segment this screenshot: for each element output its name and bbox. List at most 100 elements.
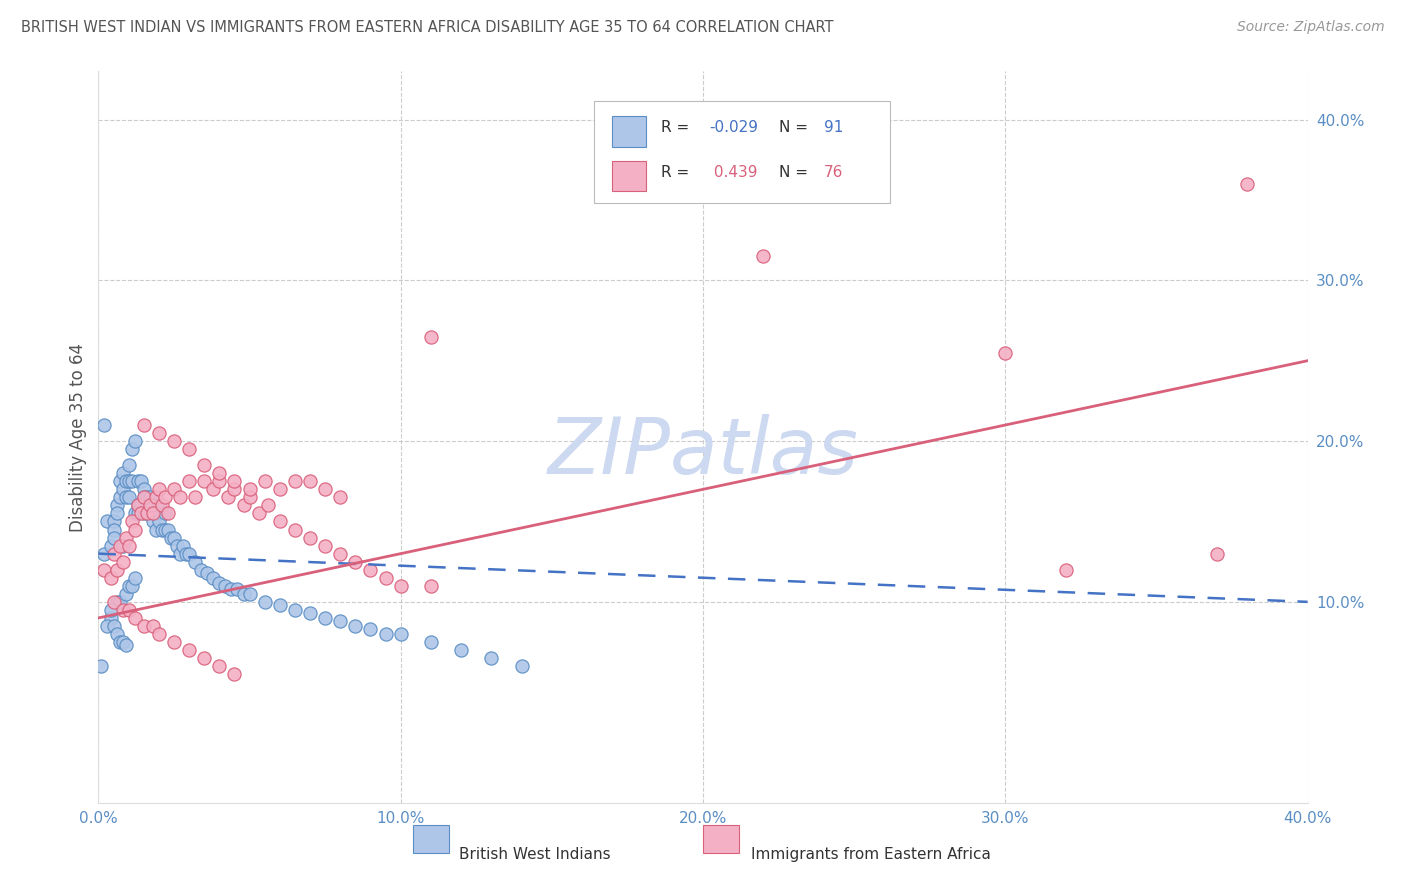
Point [169,547,191,561]
Point [174,547,197,561]
Point [124,611,146,625]
Point [208,659,231,673]
Point [239,587,262,601]
Point [360,622,382,636]
Point [114,587,136,601]
Point [160,531,183,545]
Point [108,635,131,649]
Text: 91: 91 [824,120,844,136]
Point [253,475,276,489]
Point [108,491,131,505]
Point [153,523,176,537]
Point [284,523,307,537]
Point [179,547,201,561]
Point [214,579,236,593]
Point [420,579,443,593]
Point [179,643,201,657]
Point [142,507,165,521]
Point [114,491,136,505]
Point [450,643,472,657]
Point [124,523,146,537]
Point [139,499,162,513]
Point [179,442,201,457]
Point [1054,563,1077,577]
Point [389,627,412,641]
Point [135,507,157,521]
Point [239,491,262,505]
Point [124,507,146,521]
Point [1206,547,1229,561]
Point [124,434,146,449]
Point [124,571,146,585]
Point [103,619,125,633]
Point [208,475,231,489]
Point [344,555,367,569]
Point [132,491,155,505]
Point [153,491,176,505]
Point [150,499,173,513]
Point [299,606,322,620]
Point [253,595,276,609]
Point [139,491,162,505]
Point [103,595,125,609]
Point [193,651,215,665]
Point [420,329,443,343]
Point [284,603,307,617]
Point [420,635,443,649]
Point [226,582,249,596]
Point [132,619,155,633]
Point [118,475,141,489]
Point [329,491,352,505]
Point [374,571,396,585]
Text: -0.029: -0.029 [709,120,758,136]
Point [127,475,149,489]
Point [360,563,382,577]
Point [269,598,291,612]
Point [121,475,143,489]
Point [105,595,128,609]
Point [103,515,125,529]
Point [314,483,336,497]
Point [96,515,118,529]
Point [114,531,136,545]
Point [163,483,186,497]
Point [184,491,207,505]
Point [269,515,291,529]
Point [256,499,278,513]
Point [148,483,170,497]
Point [193,475,215,489]
Point [142,619,165,633]
Point [232,499,254,513]
Point [389,579,412,593]
Point [224,667,246,681]
Point [114,475,136,489]
Point [299,475,322,489]
Point [121,515,143,529]
Point [202,571,225,585]
Point [169,491,191,505]
Point [96,619,118,633]
Point [132,483,155,497]
Text: British West Indians: British West Indians [458,847,610,862]
Point [129,499,152,513]
Point [153,507,176,521]
Point [108,595,131,609]
Point [208,575,231,590]
Text: N =: N = [779,165,813,180]
Point [195,566,218,580]
Point [129,475,152,489]
Point [111,603,134,617]
Point [163,434,186,449]
Point [299,531,322,545]
Point [179,475,201,489]
Point [118,579,141,593]
Point [145,523,167,537]
Point [314,611,336,625]
Point [103,523,125,537]
Point [118,603,141,617]
Point [100,603,122,617]
Text: R =: R = [661,165,693,180]
Point [121,442,143,457]
Point [184,555,207,569]
Point [232,587,254,601]
